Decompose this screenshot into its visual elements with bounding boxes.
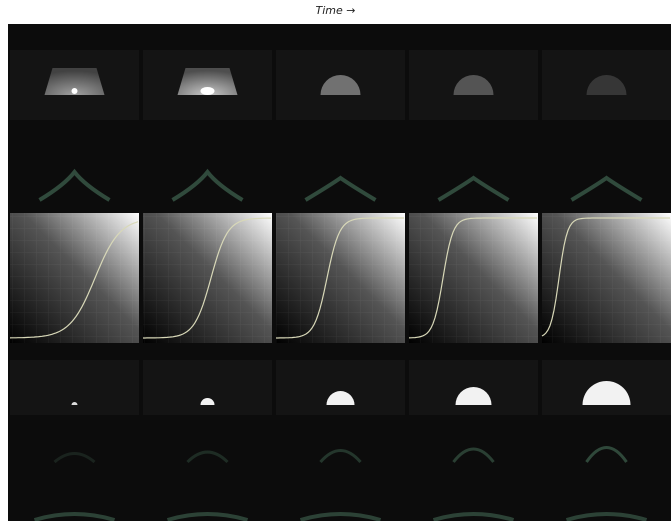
figure: Time → [0,0,671,521]
grid [542,213,671,343]
image-grid [0,0,671,521]
panel [276,360,405,415]
grid [143,213,272,343]
grid [409,213,538,343]
panel [10,360,139,415]
panel [143,360,272,415]
spot [201,87,215,95]
spot [72,88,78,94]
grid [276,213,405,343]
